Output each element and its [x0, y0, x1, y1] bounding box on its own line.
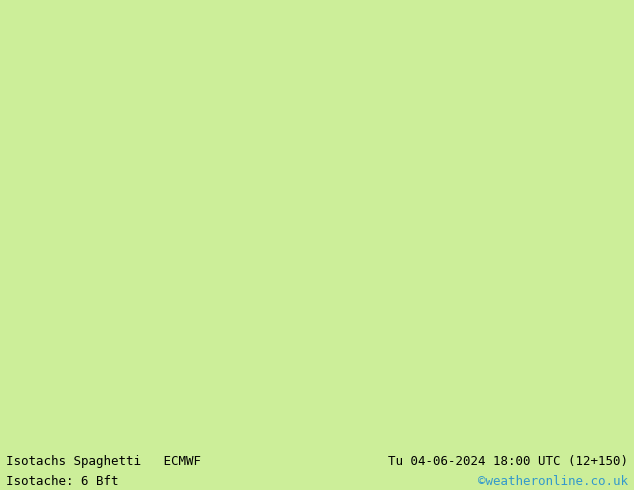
Text: ©weatheronline.co.uk: ©weatheronline.co.uk [477, 475, 628, 488]
Text: Tu 04-06-2024 18:00 UTC (12+150): Tu 04-06-2024 18:00 UTC (12+150) [387, 455, 628, 467]
Text: Isotachs Spaghetti   ECMWF: Isotachs Spaghetti ECMWF [6, 455, 202, 467]
Text: Isotache: 6 Bft: Isotache: 6 Bft [6, 475, 119, 488]
